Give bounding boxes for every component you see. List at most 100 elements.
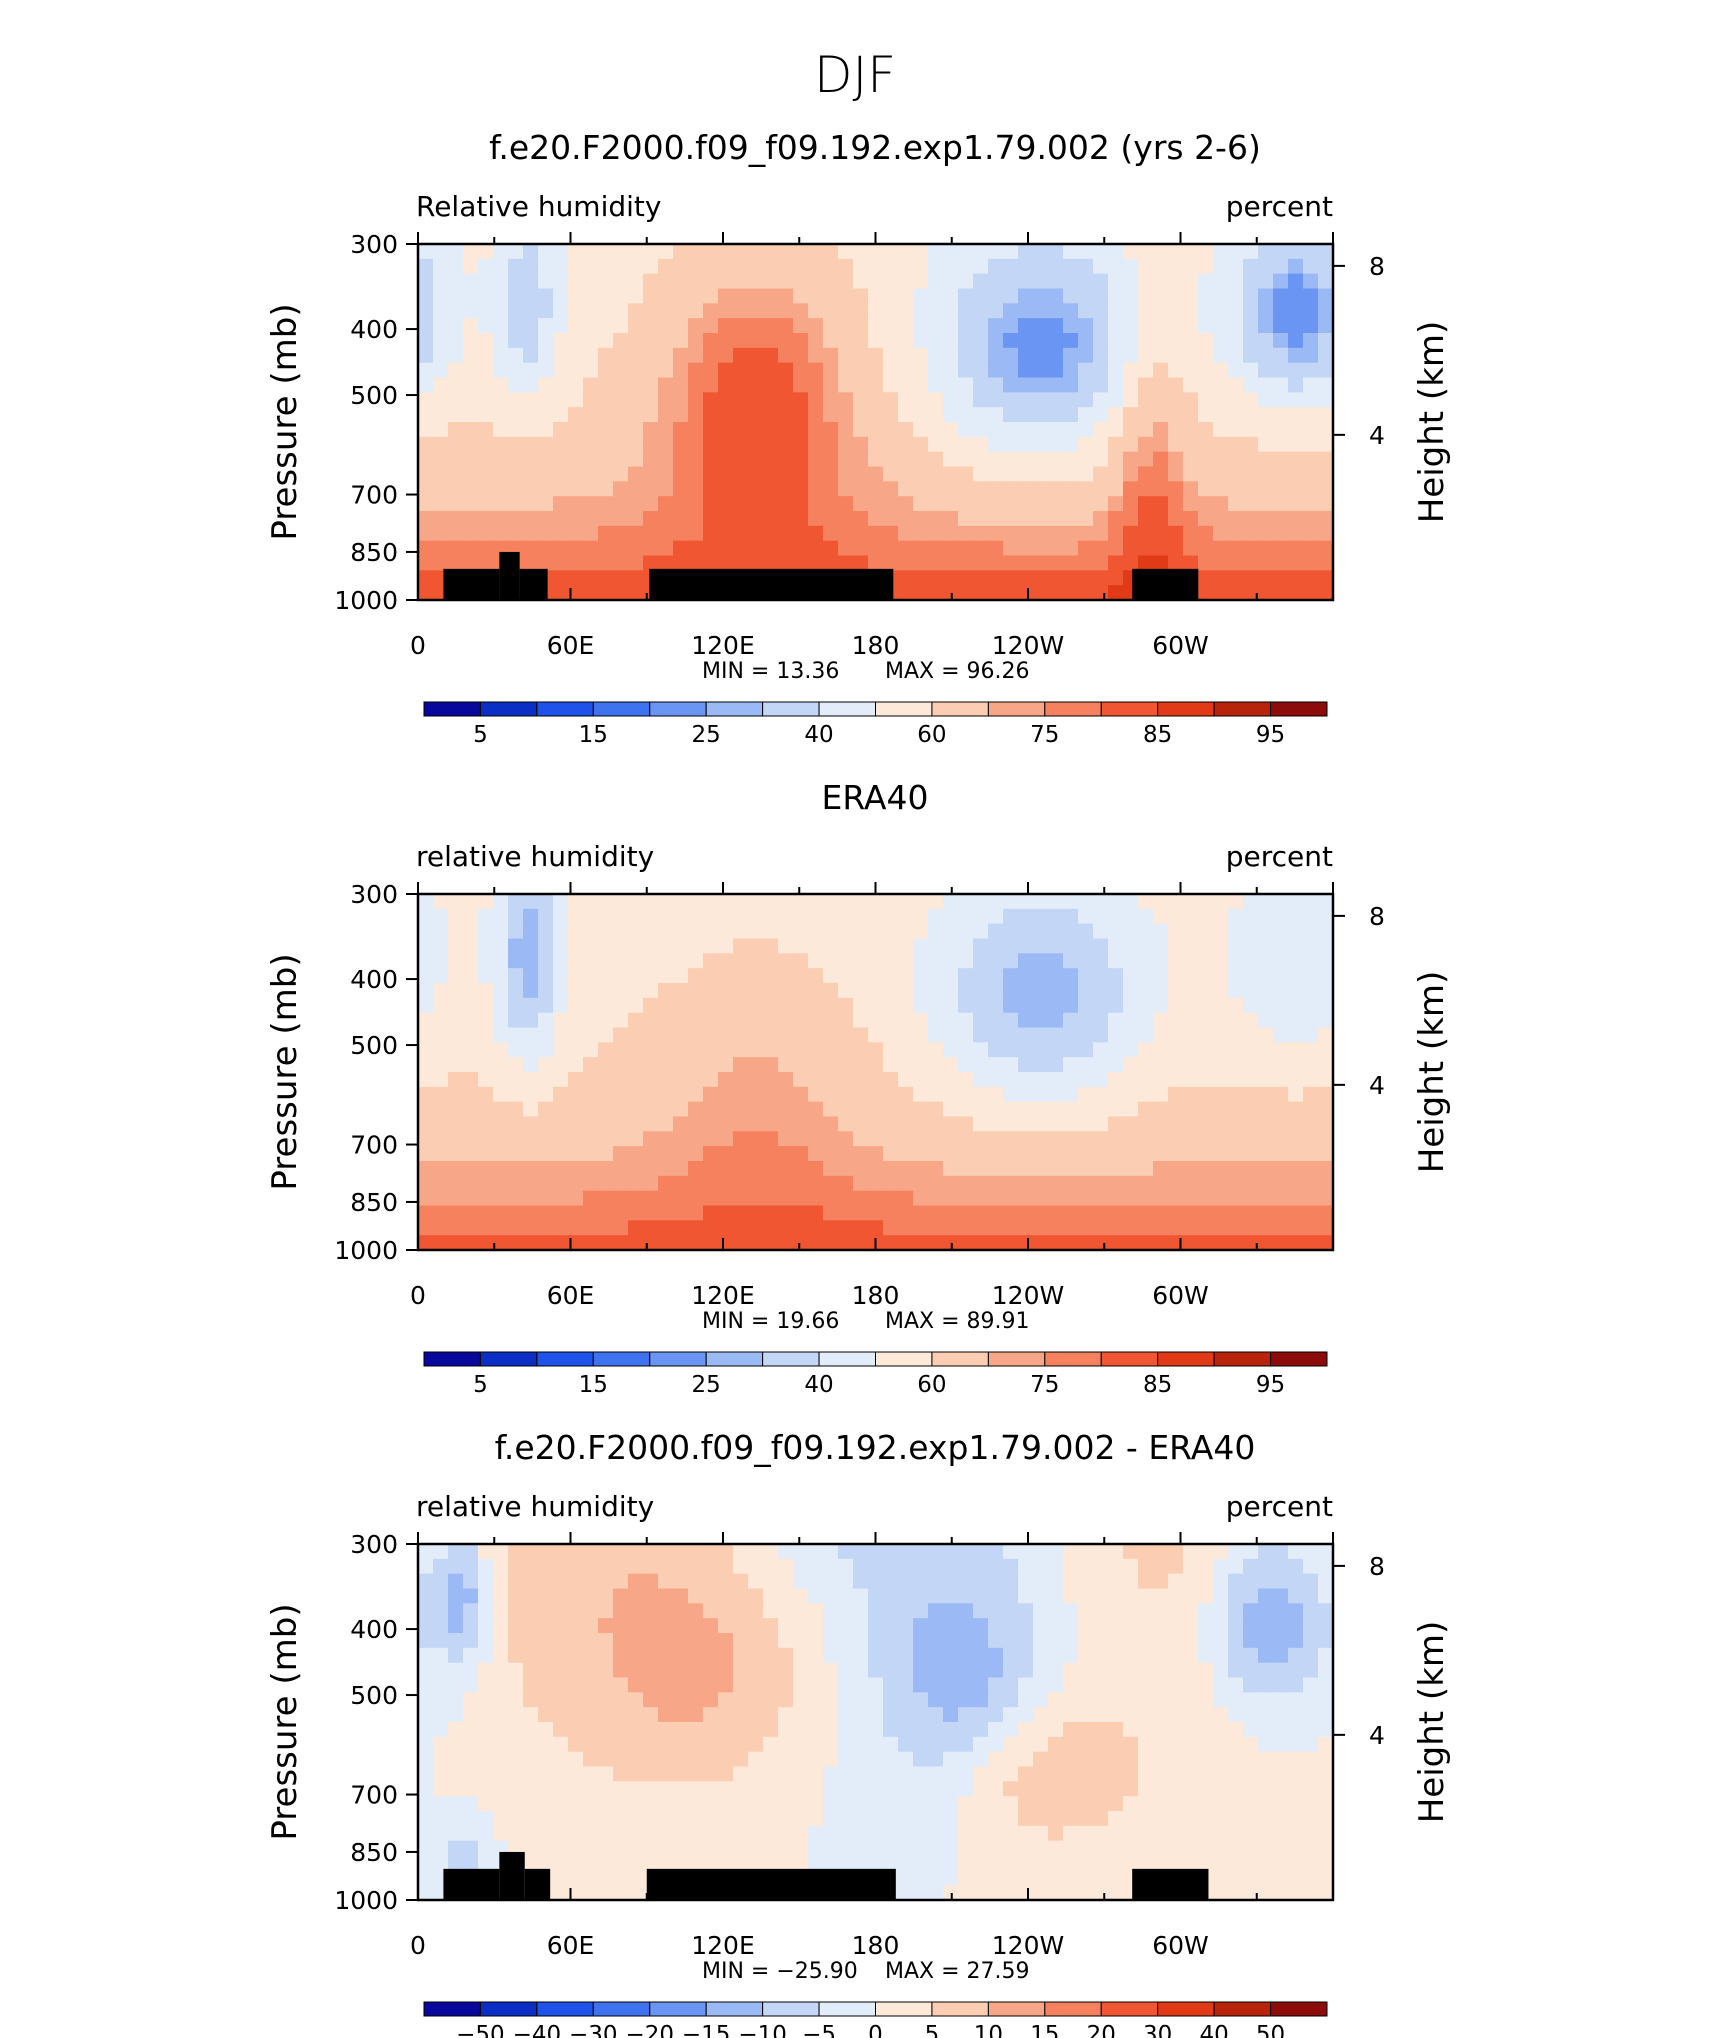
contour-cell bbox=[433, 1131, 449, 1147]
contour-cell bbox=[778, 1116, 794, 1132]
contour-cell bbox=[883, 511, 899, 527]
contour-cell bbox=[613, 392, 629, 408]
contour-cell bbox=[583, 258, 599, 275]
contour-cell bbox=[748, 1072, 764, 1088]
contour-cell bbox=[808, 1175, 824, 1192]
contour-cell bbox=[463, 540, 479, 557]
contour-cell bbox=[598, 1205, 614, 1221]
contour-cell bbox=[1243, 1558, 1259, 1575]
contour-cell bbox=[1303, 347, 1319, 364]
contour-cell bbox=[1063, 968, 1079, 984]
contour-cell bbox=[613, 1825, 629, 1842]
contour-cell bbox=[1318, 362, 1334, 379]
contour-cell bbox=[418, 938, 434, 954]
contour-cell bbox=[1063, 1603, 1079, 1619]
contour-cell bbox=[688, 555, 704, 571]
contour-cell bbox=[1048, 1161, 1064, 1177]
contour-cell bbox=[973, 1175, 989, 1192]
contour-cell bbox=[1078, 303, 1094, 319]
contour-cell bbox=[1213, 1811, 1229, 1827]
contour-cell bbox=[1258, 347, 1274, 364]
contour-cell bbox=[1078, 1736, 1094, 1753]
contour-cell bbox=[688, 1086, 704, 1103]
contour-cell bbox=[703, 923, 719, 940]
contour-cell bbox=[1063, 1116, 1079, 1132]
contour-cell bbox=[598, 1692, 614, 1708]
colorbar-swatch bbox=[479, 701, 538, 717]
contour-cell bbox=[1093, 1573, 1109, 1590]
contour-cell bbox=[1048, 1885, 1064, 1901]
contour-cell bbox=[1003, 451, 1019, 468]
contour-cell bbox=[553, 392, 569, 408]
y-tick-label: 850 bbox=[350, 1188, 398, 1217]
contour-cell bbox=[478, 288, 494, 304]
contour-cell bbox=[478, 303, 494, 319]
contour-cell bbox=[883, 1588, 899, 1604]
contour-cell bbox=[463, 273, 479, 290]
contour-cell bbox=[958, 481, 974, 497]
contour-cell bbox=[1033, 555, 1049, 571]
contour-cell bbox=[628, 511, 644, 527]
contour-cell bbox=[1003, 511, 1019, 527]
contour-cell bbox=[853, 1175, 869, 1192]
contour-cell bbox=[793, 422, 809, 438]
contour-cell bbox=[1213, 1042, 1229, 1058]
contour-cell bbox=[1303, 570, 1319, 586]
contour-cell bbox=[1228, 1781, 1244, 1797]
contour-cell bbox=[643, 1190, 659, 1207]
contour-cell bbox=[583, 244, 599, 260]
contour-cell bbox=[1138, 938, 1154, 954]
contour-cell bbox=[1288, 258, 1304, 275]
contour-cell bbox=[448, 1677, 464, 1693]
contour-cell bbox=[1228, 1811, 1244, 1827]
contour-cell bbox=[478, 1235, 494, 1251]
contour-cell bbox=[1033, 1633, 1049, 1649]
contour-cell bbox=[1063, 1175, 1079, 1192]
contour-cell bbox=[1243, 908, 1259, 925]
contour-cell bbox=[1063, 1027, 1079, 1043]
contour-cell bbox=[448, 1027, 464, 1043]
contour-cell bbox=[823, 968, 839, 984]
contour-cell bbox=[973, 496, 989, 512]
contour-cell bbox=[463, 1190, 479, 1207]
x-tick-label: 60W bbox=[1152, 631, 1209, 660]
contour-cell bbox=[703, 1588, 719, 1604]
contour-cell bbox=[1198, 1796, 1214, 1812]
contour-cell bbox=[1093, 1840, 1109, 1857]
contour-cell bbox=[1318, 1057, 1334, 1073]
contour-cell bbox=[463, 968, 479, 984]
contour-cell bbox=[823, 1573, 839, 1590]
contour-cell bbox=[508, 1618, 524, 1634]
contour-cell bbox=[748, 1146, 764, 1162]
contour-cell bbox=[1153, 436, 1169, 453]
contour-cell bbox=[988, 1855, 1004, 1871]
contour-cell bbox=[523, 422, 539, 438]
contour-cell bbox=[733, 362, 749, 379]
contour-cell bbox=[1018, 908, 1034, 925]
contour-cell bbox=[598, 1796, 614, 1812]
contour-cell bbox=[733, 1175, 749, 1192]
contour-cell bbox=[1183, 1751, 1199, 1768]
contour-cell bbox=[733, 273, 749, 290]
contour-cell bbox=[1048, 1190, 1064, 1207]
contour-cell bbox=[838, 1736, 854, 1753]
contour-cell bbox=[913, 1161, 929, 1177]
colorbar-label: 5 bbox=[473, 1372, 488, 1398]
contour-cell bbox=[1318, 496, 1334, 512]
contour-cell bbox=[793, 511, 809, 527]
contour-cell bbox=[1138, 407, 1154, 423]
contour-cell bbox=[523, 953, 539, 969]
contour-cell bbox=[763, 392, 779, 408]
contour-cell bbox=[1318, 1603, 1334, 1619]
colorbar-swatch bbox=[875, 1351, 933, 1367]
contour-cell bbox=[1108, 333, 1124, 349]
contour-cell bbox=[643, 1027, 659, 1043]
contour-cell bbox=[868, 1042, 884, 1058]
contour-cell bbox=[688, 392, 704, 408]
contour-cell bbox=[673, 1647, 689, 1664]
contour-cell bbox=[433, 1781, 449, 1797]
contour-cell bbox=[778, 451, 794, 468]
contour-cell bbox=[778, 362, 794, 379]
colorbar-swatch bbox=[1213, 2001, 1272, 2017]
contour-cell bbox=[988, 1633, 1004, 1649]
